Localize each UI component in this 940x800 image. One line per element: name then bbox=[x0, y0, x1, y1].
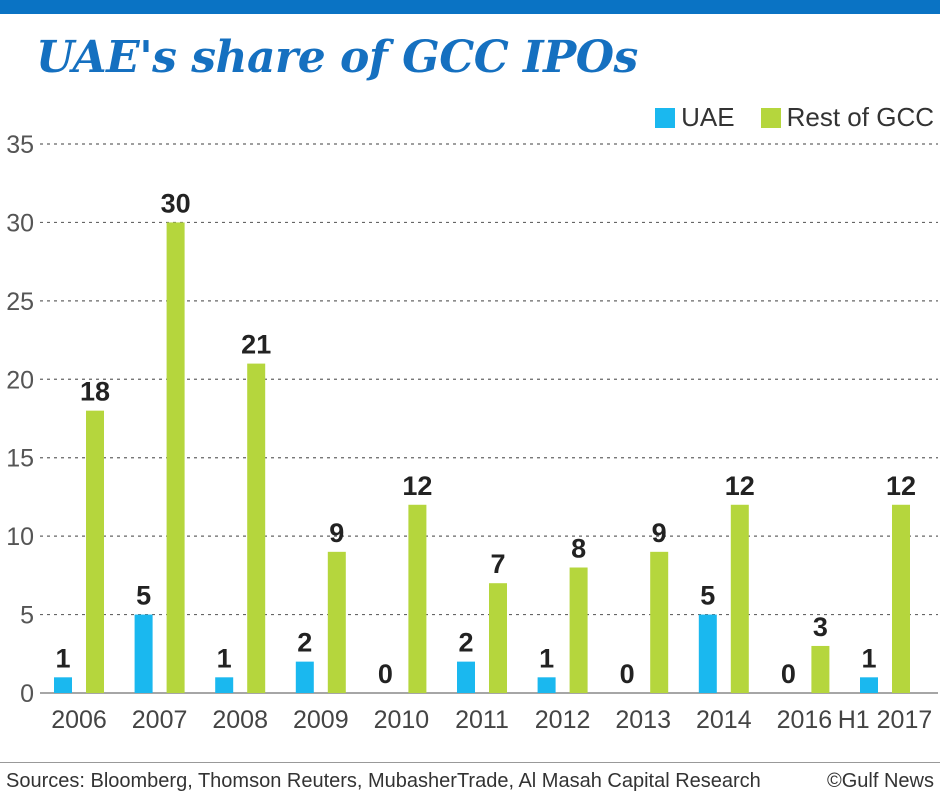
data-label-rest-of-gcc-2007: 30 bbox=[161, 188, 191, 218]
bar-rest-of-gcc-2012 bbox=[569, 567, 588, 693]
data-label-uae-2016: 0 bbox=[781, 659, 796, 689]
data-label-uae-2007: 5 bbox=[136, 581, 151, 611]
data-label-rest-of-gcc-H1-2017: 12 bbox=[886, 471, 916, 501]
bar-rest-of-gcc-2013 bbox=[650, 551, 669, 693]
bar-uae-H1-2017 bbox=[860, 677, 878, 693]
bar-uae-2009 bbox=[295, 661, 314, 693]
x-tick-label-2012: 2012 bbox=[535, 706, 591, 734]
y-tick-label-0: 0 bbox=[20, 680, 34, 708]
data-label-rest-of-gcc-2013: 9 bbox=[652, 518, 667, 548]
x-tick-label-2006: 2006 bbox=[51, 706, 107, 734]
bar-rest-of-gcc-2014 bbox=[730, 504, 749, 693]
data-label-rest-of-gcc-2012: 8 bbox=[571, 534, 586, 564]
y-tick-label-20: 20 bbox=[6, 366, 34, 394]
x-tick-label-2013: 2013 bbox=[615, 706, 671, 734]
x-tick-label-2016: 2016 bbox=[777, 706, 833, 734]
bar-uae-2008 bbox=[215, 677, 234, 693]
legend-swatch-rest-of-gcc bbox=[760, 107, 781, 128]
x-tick-label-2010: 2010 bbox=[374, 706, 430, 734]
legend-label-uae: UAE bbox=[681, 102, 735, 132]
y-tick-label-15: 15 bbox=[6, 445, 34, 473]
footer: Sources: Bloomberg, Thomson Reuters, Mub… bbox=[6, 770, 934, 793]
bar-rest-of-gcc-2016 bbox=[811, 645, 830, 693]
bar-rest-of-gcc-2007 bbox=[166, 222, 185, 693]
data-label-rest-of-gcc-2014: 12 bbox=[725, 471, 755, 501]
bar-uae-2007 bbox=[134, 614, 153, 693]
bar-rest-of-gcc-2010 bbox=[408, 504, 427, 693]
data-label-uae-2013: 0 bbox=[620, 659, 635, 689]
bar-uae-2014 bbox=[698, 614, 717, 693]
x-tick-label-2014: 2014 bbox=[696, 706, 752, 734]
data-label-uae-2006: 1 bbox=[55, 643, 70, 673]
x-tick-label-2007: 2007 bbox=[132, 706, 188, 734]
data-label-rest-of-gcc-2011: 7 bbox=[490, 549, 505, 579]
data-label-uae-2012: 1 bbox=[539, 643, 554, 673]
bar-chart: 0510152025303511820065302007121200829200… bbox=[6, 131, 938, 734]
bar-rest-of-gcc-2009 bbox=[327, 551, 346, 693]
legend-item-uae: UAE bbox=[655, 102, 735, 133]
legend-label-rest-of-gcc: Rest of GCC bbox=[786, 102, 934, 132]
x-tick-label-H1-2017: H1 2017 bbox=[838, 706, 933, 734]
data-label-uae-2010: 0 bbox=[378, 659, 393, 689]
x-tick-label-2011: 2011 bbox=[455, 706, 509, 734]
data-label-rest-of-gcc-2009: 9 bbox=[329, 518, 344, 548]
y-tick-label-10: 10 bbox=[6, 523, 34, 551]
data-label-rest-of-gcc-2008: 21 bbox=[241, 330, 271, 360]
bar-uae-2012 bbox=[537, 677, 556, 693]
y-tick-label-25: 25 bbox=[6, 288, 34, 316]
chart-title: UAE's share of GCC IPOs bbox=[36, 32, 638, 83]
data-label-uae-2014: 5 bbox=[700, 581, 715, 611]
footer-divider bbox=[0, 762, 940, 763]
sources-text: Sources: Bloomberg, Thomson Reuters, Mub… bbox=[6, 770, 761, 792]
legend-swatch-uae bbox=[655, 107, 676, 128]
legend-item-rest-of-gcc: Rest of GCC bbox=[760, 102, 934, 133]
data-label-uae-2009: 2 bbox=[297, 628, 312, 658]
y-tick-label-5: 5 bbox=[20, 602, 34, 630]
data-label-uae-H1-2017: 1 bbox=[861, 643, 876, 673]
credit-text: ©Gulf News bbox=[827, 770, 934, 792]
data-label-rest-of-gcc-2016: 3 bbox=[813, 612, 828, 642]
bar-rest-of-gcc-2008 bbox=[247, 363, 266, 693]
data-label-rest-of-gcc-2010: 12 bbox=[402, 471, 432, 501]
y-tick-label-35: 35 bbox=[6, 131, 34, 159]
data-label-uae-2011: 2 bbox=[458, 628, 473, 658]
y-tick-label-30: 30 bbox=[6, 209, 34, 237]
bar-uae-2006 bbox=[54, 677, 72, 693]
x-tick-label-2009: 2009 bbox=[293, 706, 349, 734]
bar-uae-2011 bbox=[457, 661, 475, 693]
data-label-uae-2008: 1 bbox=[217, 643, 232, 673]
legend: UAE Rest of GCC bbox=[629, 102, 934, 133]
top-accent-bar bbox=[0, 0, 940, 14]
bar-rest-of-gcc-H1-2017 bbox=[892, 504, 910, 693]
x-tick-label-2008: 2008 bbox=[212, 706, 268, 734]
data-label-rest-of-gcc-2006: 18 bbox=[80, 377, 110, 407]
bar-rest-of-gcc-2006 bbox=[86, 410, 104, 693]
bar-rest-of-gcc-2011 bbox=[489, 583, 507, 693]
